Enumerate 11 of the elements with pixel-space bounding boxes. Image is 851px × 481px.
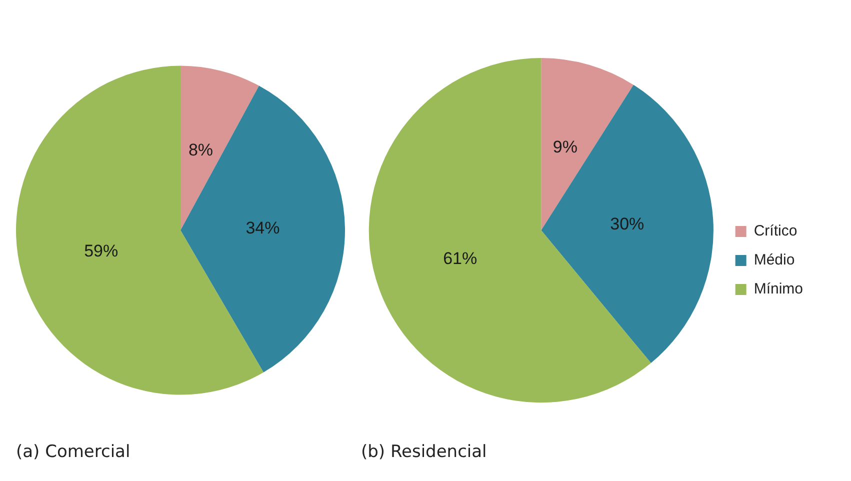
text: (b) Residencial xyxy=(361,442,487,462)
data-label: 9% xyxy=(552,137,578,156)
text: (a) Comercial xyxy=(16,442,130,462)
legend-label: Médio xyxy=(754,252,795,269)
data-label: 30% xyxy=(610,214,644,234)
data-label: 8% xyxy=(188,140,214,160)
legend-label: Mínimo xyxy=(754,280,804,298)
data-label: 59% xyxy=(84,241,118,260)
legend-label: Crítico xyxy=(754,222,798,240)
data-label: 61% xyxy=(443,249,478,268)
data-label: 34% xyxy=(246,218,280,238)
